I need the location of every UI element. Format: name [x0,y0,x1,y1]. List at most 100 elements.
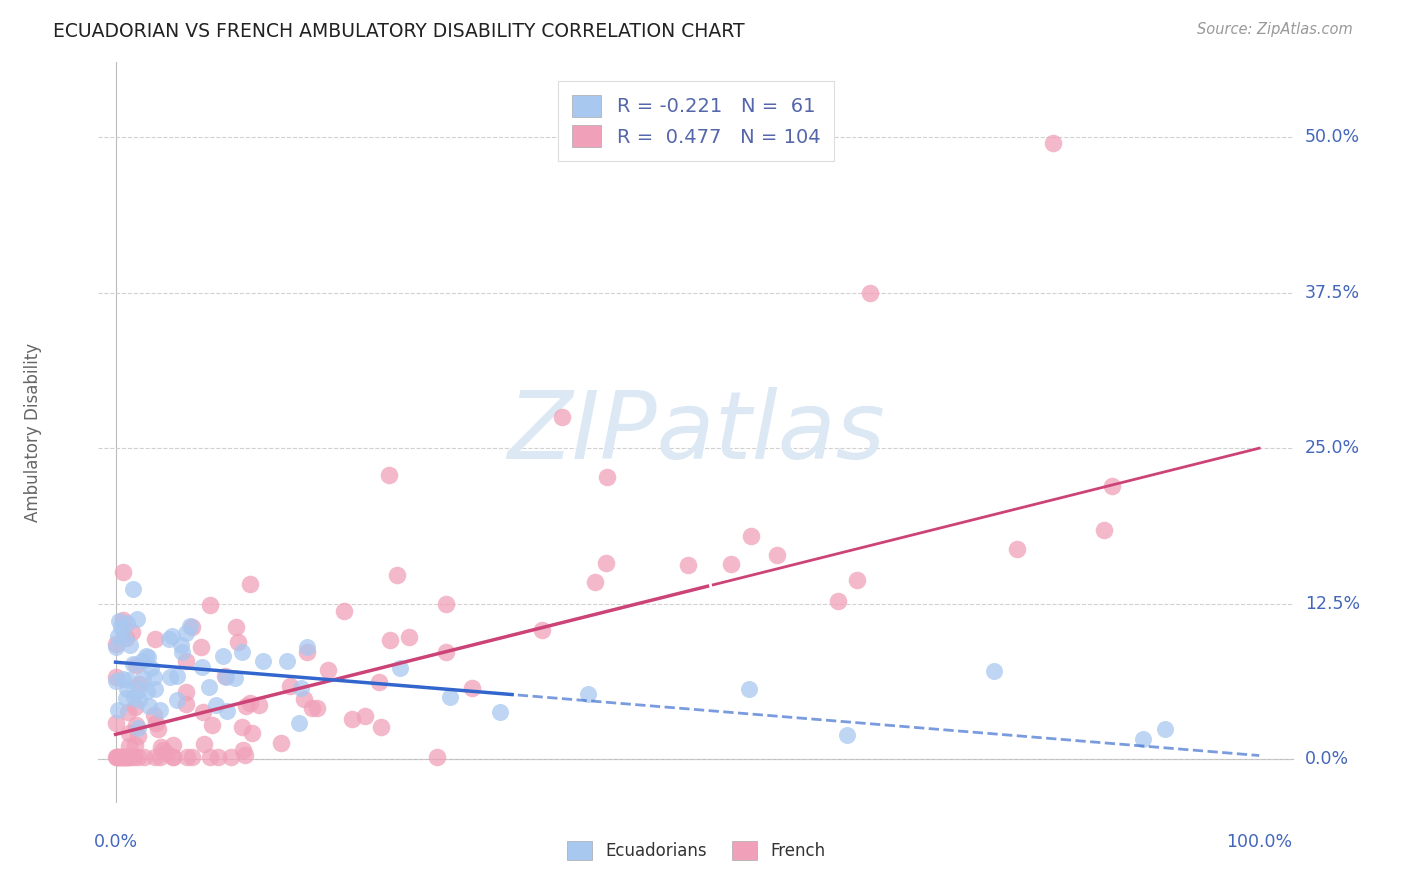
Point [110,620,132,634]
Point [155,746,177,760]
Point [149,749,172,764]
Point [166,669,188,683]
Point [207,749,229,764]
Text: Source: ZipAtlas.com: Source: ZipAtlas.com [1197,22,1353,37]
Point [398,630,420,644]
Point [121,624,143,639]
Point [720,557,742,571]
Point [215,670,238,684]
Point [107,629,129,643]
Point [270,737,292,751]
Point [115,749,138,764]
Point [142,670,165,684]
Point [128,676,150,690]
Point [290,681,312,695]
Point [146,722,169,736]
Point [217,705,239,719]
Point [316,663,339,677]
Point [112,630,135,644]
Point [859,285,882,300]
Point [426,749,449,764]
Text: ECUADORIAN VS FRENCH AMBULATORY DISABILITY CORRELATION CHART: ECUADORIAN VS FRENCH AMBULATORY DISABILI… [53,22,745,41]
Point [149,703,172,717]
Point [112,672,135,686]
Point [595,470,617,484]
Point [845,573,868,587]
Point [181,620,204,634]
Point [139,660,162,674]
Point [983,664,1005,678]
Point [125,658,148,673]
Point [145,716,167,731]
Point [377,468,399,483]
Point [152,743,174,757]
Point [578,687,600,701]
Point [1132,732,1154,747]
Point [132,671,155,685]
Point [127,682,149,697]
Point [125,718,148,732]
Point [174,654,197,668]
Point [191,659,214,673]
Point [239,576,262,591]
Point [367,674,389,689]
Point [340,712,363,726]
Point [110,749,132,764]
Point [214,669,236,683]
Point [378,632,401,647]
Point [111,613,134,627]
Point [117,673,139,687]
Point [150,740,173,755]
Point [104,640,127,654]
Point [131,654,153,668]
Point [111,749,134,764]
Point [105,716,128,731]
Point [198,749,221,764]
Point [127,721,149,735]
Point [226,635,249,649]
Point [740,529,762,543]
Point [191,705,214,719]
Text: 25.0%: 25.0% [1305,439,1360,458]
Point [1005,541,1028,556]
Point [179,619,201,633]
Point [105,749,128,764]
Point [172,645,194,659]
Point [169,638,191,652]
Point [198,680,221,694]
Text: Ambulatory Disability: Ambulatory Disability [24,343,42,522]
Point [583,574,606,589]
Point [104,637,127,651]
Point [233,747,256,762]
Point [174,698,197,712]
Point [595,556,617,570]
Point [143,682,166,697]
Point [108,614,131,628]
Point [193,737,215,751]
Point [166,693,188,707]
Point [117,706,139,720]
Point [204,698,226,712]
Point [1101,479,1123,493]
Point [159,671,181,685]
Point [461,681,484,695]
Point [162,738,184,752]
Point [370,720,392,734]
Point [224,671,246,685]
Point [114,749,136,764]
Point [239,697,262,711]
Point [225,619,247,633]
Point [231,743,253,757]
Point [120,638,142,652]
Point [127,749,149,764]
Point [121,657,143,671]
Point [117,749,139,764]
Point [117,749,139,764]
Point [219,749,242,764]
Point [108,749,131,764]
Point [385,567,408,582]
Point [132,749,155,764]
Point [114,749,136,764]
Point [136,649,159,664]
Point [114,749,136,764]
